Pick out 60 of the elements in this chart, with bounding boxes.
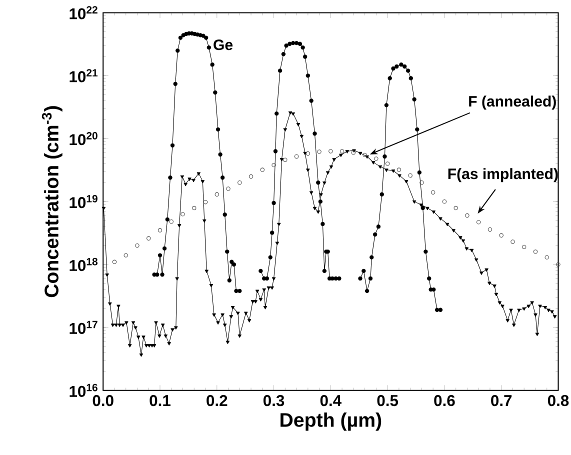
x-axis-title: Depth (µm) [280, 412, 382, 431]
point [180, 212, 185, 216]
point [476, 220, 481, 224]
series-label: Ge [214, 39, 233, 50]
point [260, 168, 265, 172]
point [317, 150, 322, 154]
x-tick-label: 0.0 [92, 394, 114, 406]
x-tick-label: 0.4 [320, 394, 342, 406]
point [522, 244, 526, 249]
point [488, 227, 492, 232]
text: F (annealed) [469, 96, 556, 110]
y-tick-label: 10$^{21}$ [70, 69, 98, 82]
point [169, 219, 174, 224]
point [283, 158, 288, 162]
point [112, 260, 117, 264]
point [465, 213, 470, 218]
x-tick-label: 0.5 [377, 394, 398, 406]
point [374, 156, 378, 161]
y-axis-title: Concentration (cm$^{-3}$) [42, 106, 62, 298]
point [135, 243, 140, 248]
point [248, 174, 254, 179]
point [351, 150, 356, 155]
point [158, 228, 162, 232]
point [272, 162, 276, 168]
x-tick-label: 0.7 [491, 394, 512, 406]
point [442, 199, 447, 204]
point [203, 200, 208, 204]
point [214, 192, 219, 196]
point [340, 149, 344, 154]
x-tick-label: 0.8 [548, 394, 569, 406]
y-tick-label: 10$^{17}$ [70, 320, 98, 334]
point [362, 152, 367, 157]
x-tick-label: 0.2 [206, 394, 228, 406]
point [192, 206, 196, 210]
y-tick-label: 10$^{19}$ [70, 194, 98, 208]
x-tick-label: 0.6 [434, 394, 455, 406]
x-tick-label: 0.1 [150, 394, 170, 406]
point [396, 168, 402, 172]
x-tick-label: 0.3 [263, 394, 284, 406]
y-tick-label: 10$^{20}$ [70, 132, 98, 146]
point [328, 149, 333, 154]
point [510, 240, 515, 244]
point [226, 186, 230, 191]
series-label: F(as implanted) [448, 168, 558, 182]
point [533, 250, 538, 254]
point [306, 151, 310, 156]
point [385, 162, 390, 166]
point [499, 233, 504, 238]
y-tick-label: 10$^{22}$ [70, 6, 98, 20]
point [544, 255, 549, 260]
point [408, 173, 412, 178]
point [420, 180, 424, 185]
point [146, 236, 151, 240]
point [294, 154, 299, 159]
point [454, 206, 458, 210]
point [124, 253, 128, 258]
y-tick-label: 10$^{18}$ [70, 258, 98, 272]
point [556, 262, 560, 267]
point [238, 180, 242, 185]
point [430, 190, 436, 194]
